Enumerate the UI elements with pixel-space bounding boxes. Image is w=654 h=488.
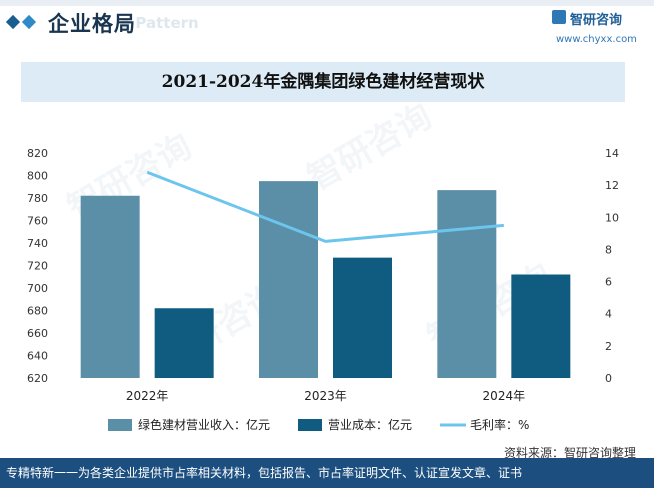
y-left-tick-label: 660 (27, 327, 48, 340)
footer: 专精特新一一为各类企业提供市占率相关材料，包括报告、市占率证明文件、认证宣发文章… (0, 458, 654, 488)
legend-label: 营业成本：亿元 (328, 417, 412, 432)
y-left-tick-label: 700 (27, 282, 48, 295)
y-left-tick-label: 800 (27, 170, 48, 183)
y-left-tick-label: 820 (27, 147, 48, 160)
chart: 620 640 660 680 700 720 740 760 780 800 820 0 2 4 6 8 10… (27, 147, 619, 432)
y-right-tick-label: 4 (605, 308, 612, 321)
y-left-tick-label: 680 (27, 305, 48, 318)
legend-swatch (298, 419, 323, 431)
y-left-tick-label: 720 (27, 260, 48, 273)
y-right-tick-label: 6 (605, 276, 612, 289)
footer-text: 专精特新一一为各类企业提供市占率相关材料，包括报告、市占率证明文件、认证宣发文章… (6, 466, 523, 480)
logo-icon (552, 10, 566, 24)
bar (511, 274, 571, 378)
header-subtitle: e Pattern (120, 14, 199, 32)
y-right-tick-label: 10 (605, 211, 619, 224)
source-note: 资料来源：智研咨询整理 (504, 446, 637, 460)
y-right-tick-label: 14 (605, 147, 619, 160)
bar (259, 181, 318, 378)
series-line (146, 170, 504, 243)
header: e Pattern 企业格局 智研咨询 www.chyxx.com (0, 0, 654, 52)
y-left-tick-label: 760 (27, 215, 48, 228)
x-tick-label: 2023年 (304, 389, 347, 403)
legend-label: 绿色建材营业收入：亿元 (138, 417, 270, 432)
y-left-tick-label: 620 (27, 372, 48, 385)
bar (437, 190, 497, 378)
bar (333, 257, 392, 378)
bar (154, 308, 214, 378)
y-right-tick-label: 0 (605, 372, 612, 385)
legend-label: 毛利率：% (470, 417, 529, 432)
logo-url: www.chyxx.com (556, 34, 637, 45)
y-right-tick-label: 2 (605, 340, 612, 353)
header-bar (0, 0, 654, 6)
bar (80, 195, 140, 378)
logo-text: 智研咨询 (570, 13, 623, 28)
y-left-tick-label: 780 (27, 192, 48, 205)
y-right-tick-label: 12 (605, 179, 619, 192)
page-title: 企业格局 (48, 12, 136, 36)
x-tick-label: 2022年 (126, 389, 169, 403)
legend-swatch (108, 419, 132, 431)
chart-title-band: 2021-2024年金隅集团绿色建材经营现状 (21, 62, 625, 102)
chart-title: 2021-2024年金隅集团绿色建材经营现状 (161, 72, 485, 92)
x-tick-label: 2024年 (483, 389, 526, 403)
y-left-tick-label: 740 (27, 237, 48, 250)
y-left-tick-label: 640 (27, 350, 48, 363)
y-right-tick-label: 8 (605, 243, 612, 256)
